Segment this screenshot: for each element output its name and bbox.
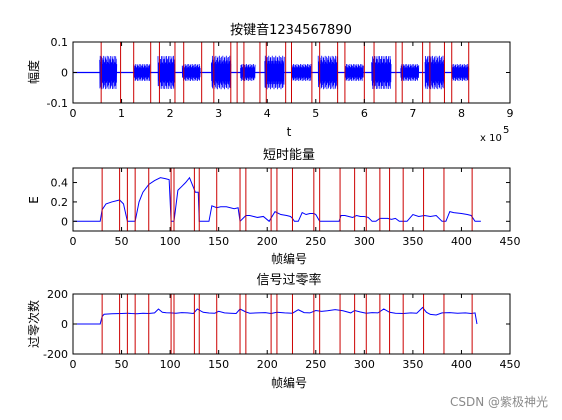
x-tick-label: 5: [312, 107, 319, 120]
signal-burst: [424, 55, 445, 90]
chart-title: 按键音1234567890: [230, 22, 352, 38]
x-tick-label: 300: [354, 235, 375, 248]
chart-title: 信号过零率: [256, 272, 321, 288]
x-tick-label: 150: [208, 358, 229, 371]
y-tick-label: 0: [61, 67, 68, 80]
subplot-zero-crossing-rate: 信号过零率 过零次数 帧编号 0 50 100 150 200 250 300 350 400 4…: [26, 272, 521, 390]
subplot-short-time-energy: 短时能量 E 帧编号 0 50 100 150 200 250 300 350 400 450 0 0…: [27, 148, 521, 266]
series-line: [73, 176, 481, 223]
x-tick-label: 100: [160, 235, 181, 248]
y-tick-label: -0.1: [47, 97, 68, 110]
x-axis-label: 帧编号: [271, 251, 307, 266]
signal-burst: [157, 55, 176, 90]
y-tick-label: 200: [47, 288, 68, 301]
x-tick-label: 9: [507, 107, 514, 120]
y-tick-label: 0.1: [51, 36, 69, 49]
series-line: [73, 306, 478, 325]
x-tick-label: 100: [160, 358, 181, 371]
x-tick-label: 450: [500, 235, 521, 248]
x-tick-label: 3: [215, 107, 222, 120]
y-tick-label: -200: [43, 348, 68, 361]
axes-box: [72, 167, 511, 232]
signal-burst: [210, 55, 232, 90]
x-tick-label: 350: [402, 358, 423, 371]
x-tick-label: 350: [402, 235, 423, 248]
plot-area: [73, 294, 478, 354]
x-tick-label: 7: [409, 107, 416, 120]
x-tick-label: 150: [208, 235, 229, 248]
x-tick-label: 300: [354, 358, 375, 371]
x-tick-label: 250: [305, 358, 326, 371]
chart-title: 短时能量: [263, 148, 315, 163]
signal-burst: [264, 55, 285, 90]
y-tick-label: 0.4: [51, 177, 69, 190]
signal-burst: [291, 63, 312, 82]
signal-burst: [344, 64, 364, 81]
y-axis-label: 幅度: [26, 60, 41, 84]
x-axis-label: 帧编号: [271, 375, 307, 390]
signal-burst: [451, 63, 470, 82]
signal-burst: [240, 63, 256, 82]
x-tick-label: 4: [264, 107, 271, 120]
y-tick-label: 0: [61, 215, 68, 228]
x-tick-label: 0: [70, 107, 77, 120]
signal-burst: [181, 63, 201, 81]
x-tick-label: 200: [257, 235, 278, 248]
x-tick-label: 50: [115, 235, 129, 248]
y-tick-label: 0: [61, 318, 68, 331]
x-tick-label: 50: [115, 358, 129, 371]
x-axis-exponent-label: x 10: [480, 133, 502, 144]
x-tick-label: 2: [167, 107, 174, 120]
x-tick-label: 200: [257, 358, 278, 371]
signal-burst: [133, 64, 151, 81]
x-tick-label: 0: [70, 235, 77, 248]
plot-area: [73, 168, 481, 231]
x-tick-label: 400: [451, 358, 472, 371]
x-tick-label: 8: [458, 107, 465, 120]
x-tick-label: 450: [500, 358, 521, 371]
x-tick-label: 0: [70, 358, 77, 371]
x-tick-label: 1: [118, 107, 125, 120]
x-tick-label: 400: [451, 235, 472, 248]
signal-burst: [400, 64, 420, 81]
plot-area: [73, 42, 470, 103]
x-tick-label: 6: [361, 107, 368, 120]
y-tick-label: 0.2: [51, 196, 69, 209]
signal-burst: [371, 56, 392, 90]
x-axis-label: t: [287, 125, 292, 139]
y-axis-label: E: [27, 196, 41, 204]
y-axis-label: 过零次数: [26, 300, 41, 348]
x-tick-label: 250: [305, 235, 326, 248]
x-axis-exponent-power: 5: [503, 125, 509, 136]
subplot-amplitude: 按键音1234567890 幅度 t x 10 5 0 1 2 3 4 5 6 7 8 9 -0.1…: [26, 22, 514, 144]
signal-burst: [317, 55, 339, 90]
signal-burst: [99, 55, 118, 90]
watermark: CSDN @紫极神光: [450, 395, 548, 409]
